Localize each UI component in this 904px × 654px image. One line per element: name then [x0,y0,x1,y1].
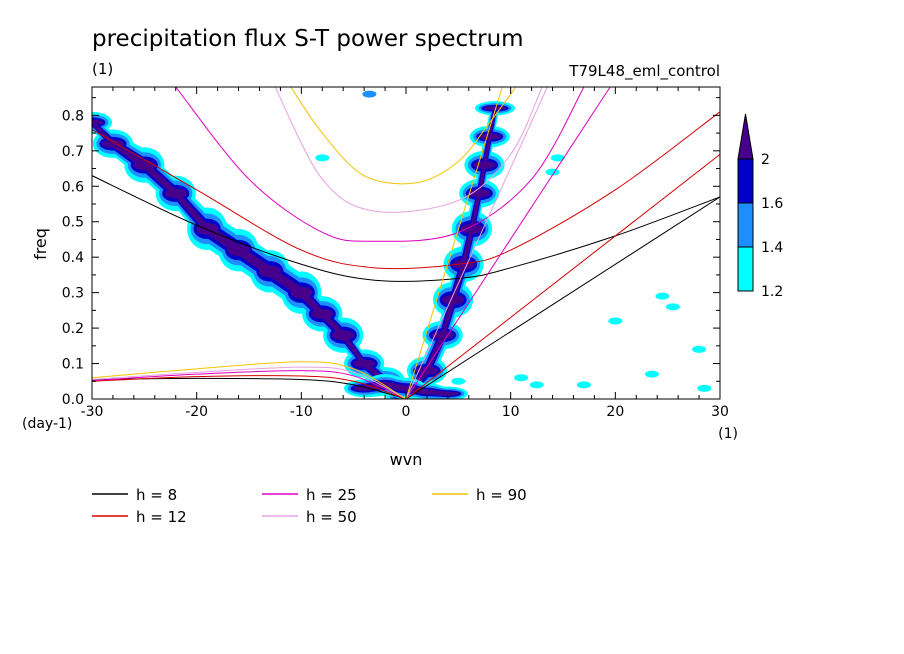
chart-title: precipitation flux S-T power spectrum [92,26,524,52]
legend-label-2: h = 25 [306,486,357,504]
band-0-level-3-segment-3 [174,188,208,235]
band-1-level-3-segment-4 [462,223,473,270]
band-0-level-3-segment-7 [300,286,324,319]
colorbar-top-triangle [737,113,754,160]
scatter-patch-6 [608,317,623,325]
kelvin-curve-h50 [405,87,548,399]
scatter-patch-4 [644,370,659,378]
legend-label-3: h = 50 [306,508,357,526]
band-2-level-3-segment-3 [426,389,449,396]
scatter-patch-8 [665,303,680,311]
band-0-level-3-segment-9 [342,330,365,368]
kelvin-curve-h90 [405,87,503,399]
colorbar-label: 1.2 [761,284,783,300]
axes-layer: -30 -20 -10 0 10 20 30 0.0 0.1 0.2 0.3 0.4 0.5 0.6 0.7… [62,87,729,420]
colorbar-swatch-0 [737,246,754,292]
dispersion-curves-layer [92,87,720,399]
band-0-level-3-segment-0 [92,120,114,148]
colorbar-label: 1.4 [761,240,783,256]
y-tick-label: 0.6 [62,179,84,195]
gravity-curve-h90 [290,87,517,185]
kelvin-curve-h12 [405,153,720,399]
legend-label-4: h = 90 [476,486,527,504]
x-tick-label: -20 [185,404,208,420]
band-1-level-3-segment-7 [483,133,491,169]
colorbar-swatch-1 [737,202,754,248]
y-tick-label: 0.8 [62,108,84,124]
scatter-patch-0 [451,377,466,385]
x-tick-label: -30 [81,404,104,420]
band-0-level-3-segment-2 [143,160,177,199]
band-1-level-3-segment-2 [441,294,454,340]
x-unit-label: (1) [718,426,738,442]
chart-subtitle-right: T79L48_eml_control [568,62,720,81]
colorbar-label: 2 [761,152,770,168]
band-1-level-3-segment-1 [426,331,444,375]
colorbar-label: 1.6 [761,196,783,212]
y-tick-label: 0.4 [62,250,84,266]
band-0-level-3-segment-1 [112,139,146,170]
scatter-patch-11 [315,154,330,162]
legend-label-0: h = 8 [136,486,177,504]
band-1-level-3-segment-6 [478,161,486,198]
x-tick-label: 10 [502,404,520,420]
gravity-curve-h25 [175,87,585,242]
legend-label-1: h = 12 [136,508,187,526]
scatter-patch-10 [550,154,565,162]
x-tick-label: 0 [402,404,411,420]
y-tick-label: 0.1 [62,357,84,373]
heatmap-layer [92,90,712,399]
band-0-level-3-segment-8 [321,308,345,341]
scatter-patch-7 [655,292,670,300]
plot-frame [91,86,721,400]
rossby-curve-h12 [92,375,407,399]
band-0-level-3-segment-6 [269,265,303,299]
x-tick-label: 30 [711,404,729,420]
kelvin-curve-h8 [405,196,720,399]
scatter-patch-2 [529,381,544,389]
scatter-patch-1 [514,374,529,382]
scatter-patch-5 [697,384,712,392]
band-1-level-3-segment-3 [452,259,465,305]
band-1-level-3-segment-5 [471,189,481,234]
rossby-curve-h25 [92,370,407,399]
y-tick-label: 0.7 [62,144,84,160]
band-2-level-3-segment-1 [384,381,407,392]
gravity-curve-h12 [92,111,720,270]
y-tick-label: 0.5 [62,215,84,231]
colorbar: 1.2 1.4 1.6 2 [737,113,783,300]
colorbar-swatch-2 [737,158,754,204]
band-0-level-3-segment-4 [206,222,240,257]
y-unit-label: (day-1) [22,416,72,432]
x-tick-label: 20 [606,404,624,420]
legend: h = 8 h = 12 h = 25 h = 50 h = 90 [92,486,527,526]
gravity-curve-h8 [92,175,720,282]
rossby-curve-h90 [92,361,407,399]
scatter-patch-12 [362,90,377,98]
scatter-patch-9 [692,345,707,353]
chart-subtitle-left: (1) [92,60,113,78]
scatter-patch-3 [576,381,591,389]
x-axis-label: wvn [390,450,423,469]
band-0-level-3-segment-5 [237,244,271,278]
x-tick-label: -10 [290,404,313,420]
gravity-curve-h50 [274,87,543,213]
y-tick-label: 0.0 [62,392,84,408]
y-tick-label: 0.3 [62,286,84,302]
kelvin-curve-h25 [405,87,611,399]
y-axis-label: freq [31,228,50,260]
y-tick-label: 0.2 [62,321,84,337]
rossby-curve-h50 [92,366,407,399]
